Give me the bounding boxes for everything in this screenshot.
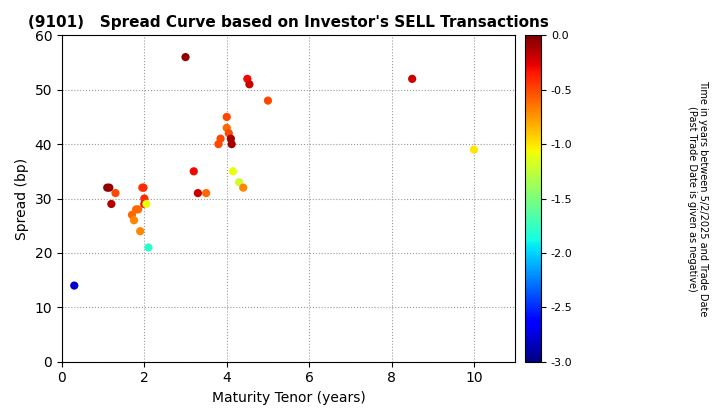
Point — [132, 206, 144, 213]
Point — [212, 141, 224, 147]
Point — [68, 282, 80, 289]
Point — [200, 190, 212, 197]
Point — [243, 81, 255, 88]
Point — [109, 190, 121, 197]
Y-axis label: Spread (bp): Spread (bp) — [15, 158, 29, 239]
Point — [233, 179, 245, 186]
Point — [128, 217, 140, 223]
Point — [468, 146, 480, 153]
Point — [223, 130, 235, 136]
Point — [226, 141, 238, 147]
Point — [242, 76, 253, 82]
Point — [238, 184, 249, 191]
Point — [227, 168, 238, 175]
Point — [138, 201, 150, 207]
Point — [192, 190, 204, 197]
Point — [188, 168, 199, 175]
Point — [180, 54, 192, 60]
Point — [138, 184, 149, 191]
Point — [138, 195, 150, 202]
Point — [225, 135, 237, 142]
Point — [104, 184, 115, 191]
Point — [221, 113, 233, 120]
Title: (9101)   Spread Curve based on Investor's SELL Transactions: (9101) Spread Curve based on Investor's … — [28, 15, 549, 30]
Point — [262, 97, 274, 104]
Point — [137, 184, 148, 191]
Point — [135, 228, 146, 234]
Y-axis label: Time in years between 5/2/2025 and Trade Date
(Past Trade Date is given as negat: Time in years between 5/2/2025 and Trade… — [687, 80, 708, 317]
Point — [106, 201, 117, 207]
Point — [140, 201, 152, 207]
Point — [102, 184, 113, 191]
Point — [126, 212, 138, 218]
Point — [215, 135, 226, 142]
Point — [130, 206, 142, 213]
Point — [406, 76, 418, 82]
Point — [143, 244, 154, 251]
Point — [221, 124, 233, 131]
X-axis label: Maturity Tenor (years): Maturity Tenor (years) — [212, 391, 366, 405]
